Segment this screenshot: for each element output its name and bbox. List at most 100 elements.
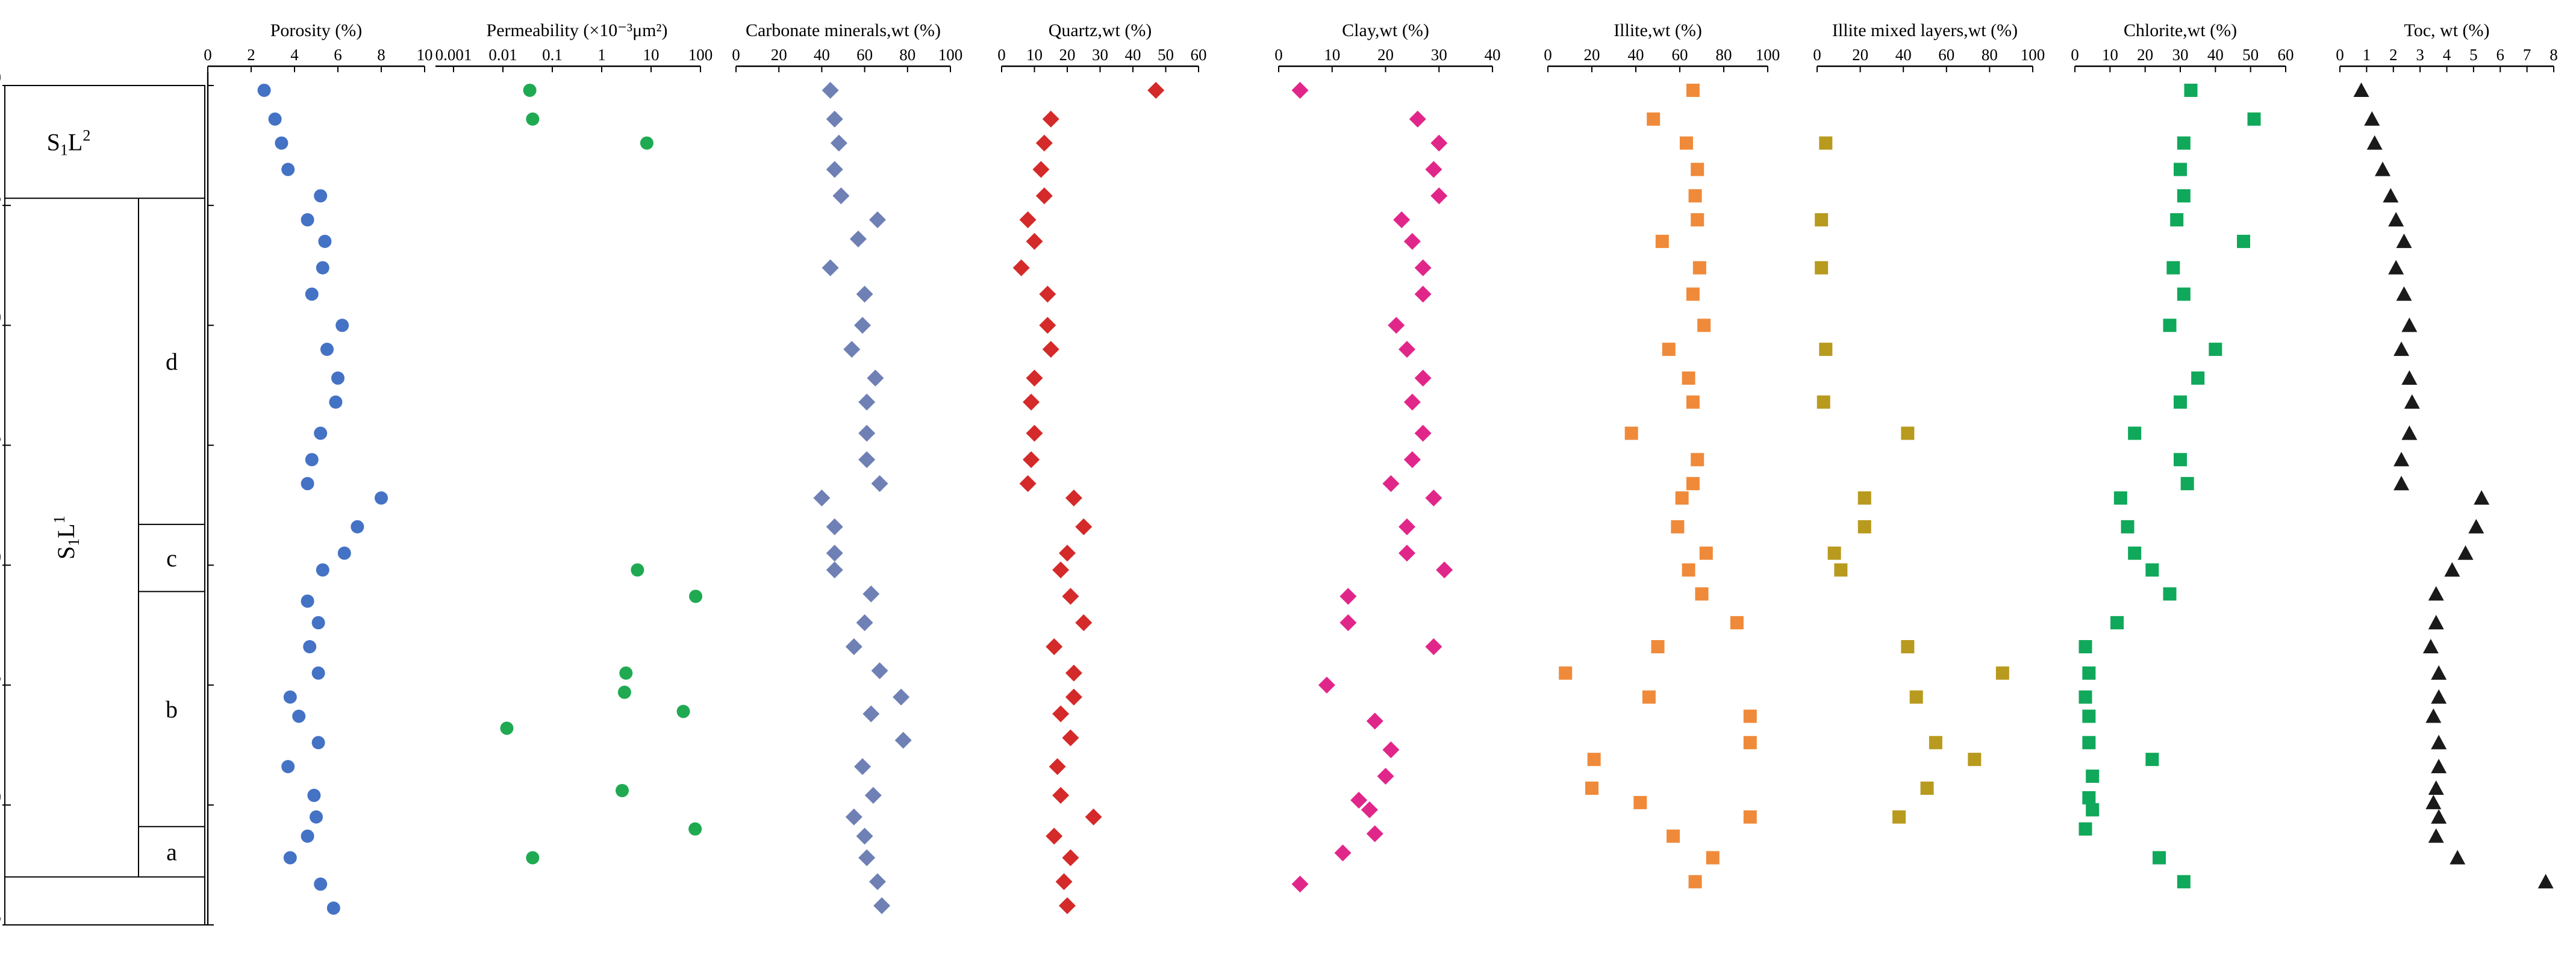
data-point-quartz [1042,110,1059,128]
x-tick-label-chlorite: 40 [2207,46,2224,64]
x-tick-label-chlorite: 50 [2242,46,2259,64]
data-point-toc [2394,476,2410,491]
data-point-toc [2404,394,2420,409]
series-permeability [500,83,703,865]
data-point-quartz [1147,81,1165,99]
data-point-porosity [335,319,349,332]
data-point-carbonate [858,425,876,442]
data-point-illite [1743,709,1757,723]
data-point-quartz [1046,638,1063,655]
data-point-porosity [314,426,328,440]
series-illite_mixed [1815,136,2009,824]
panel-quartz: Quartz,wt (%) 0 10 20 30 40 50 60 [997,20,1207,72]
data-point-permeability [688,822,702,836]
subunit-label-c: c [166,545,177,572]
panel-title-permeability: Permeability (×10⁻³μm²) [487,20,668,40]
data-point-clay [1399,544,1415,562]
data-point-chlorite [2128,426,2142,440]
data-point-clay [1377,768,1394,785]
data-point-toc [2422,638,2439,654]
data-point-illite [1559,666,1573,680]
data-point-toc [2388,212,2404,227]
data-point-illite_mixed [1901,426,1915,440]
data-point-carbonate [826,518,843,535]
data-point-chlorite [2184,83,2198,97]
data-point-chlorite [2086,803,2100,817]
data-point-illite_mixed [1968,753,1982,767]
data-point-carbonate [871,662,888,679]
x-tick-label-toc: 0 [2336,46,2344,64]
data-point-porosity [375,491,388,505]
data-point-carbonate [869,211,886,229]
data-point-toc [2428,615,2444,630]
x-tick-label-chlorite: 0 [2071,46,2079,64]
strat-unit-label-S1L2: S1L2 [47,127,91,159]
panel-title-carbonate: Carbonate minerals,wt (%) [746,20,941,40]
depth-tick-label: 2380 [0,547,1,567]
data-point-clay [1414,259,1432,276]
x-tick-label-toc: 5 [2469,46,2478,64]
data-point-quartz [1059,544,1076,562]
data-point-quartz [1019,475,1037,493]
series-carbonate [813,81,912,915]
x-tick-label-chlorite: 60 [2278,46,2294,64]
data-point-chlorite [2145,753,2159,767]
panel-title-illite_mixed: Illite mixed layers,wt (%) [1832,20,2018,40]
data-point-permeability [617,685,631,699]
data-point-clay [1388,317,1405,334]
data-point-clay [1414,285,1432,303]
x-tick-label-carbonate: 40 [814,46,830,64]
data-point-toc [2444,562,2460,577]
data-point-porosity [351,520,364,533]
data-point-clay [1425,490,1442,507]
data-point-illite [1691,453,1704,467]
x-tick-label-quartz: 50 [1158,46,1174,64]
x-tick-label-quartz: 30 [1092,46,1108,64]
data-point-illite_mixed [1819,343,1833,356]
x-tick-label-permeability: 1 [597,46,606,64]
data-point-toc [2364,111,2380,126]
data-point-illite [1662,343,1676,356]
data-point-illite_mixed [1929,736,1942,750]
x-tick-label-carbonate: 80 [899,46,915,64]
x-tick-label-permeability: 100 [688,46,713,64]
data-point-permeability [616,783,629,797]
data-point-chlorite [2082,709,2096,723]
data-point-permeability [526,112,540,126]
data-point-illite_mixed [1901,639,1915,653]
data-point-permeability [619,666,633,680]
data-point-illite [1688,189,1702,203]
data-point-quartz [1035,134,1053,152]
series-illite [1559,83,1757,889]
data-point-toc [2468,518,2484,533]
data-point-illite [1695,587,1709,601]
subunit-label-a: a [166,839,177,866]
data-point-chlorite [2163,319,2177,332]
data-point-illite [1585,781,1598,795]
data-point-toc [2401,370,2418,385]
data-point-quartz [1052,705,1070,723]
data-point-illite_mixed [1909,690,1923,704]
x-tick-label-permeability: 0.001 [435,46,472,64]
data-point-illite [1686,395,1700,409]
data-point-illite [1675,491,1689,505]
x-tick-label-illite: 80 [1716,46,1732,64]
x-tick-label-illite: 20 [1584,46,1600,64]
x-tick-label-clay: 20 [1377,46,1394,64]
data-point-clay [1399,518,1415,535]
panel-illite_mixed: Illite mixed layers,wt (%) 0 20 40 60 80 100 [1813,20,2045,72]
data-point-carbonate [854,317,872,334]
data-point-carbonate [873,897,891,915]
data-point-carbonate [864,786,882,804]
data-point-porosity [281,163,295,176]
x-tick-label-toc: 7 [2523,46,2531,64]
data-point-chlorite [2174,163,2187,176]
subunit-label-b: b [166,696,178,723]
data-point-porosity [329,395,343,409]
depth-tick-label: 2365 [0,187,1,207]
data-point-clay [1430,187,1448,205]
data-point-quartz [1065,688,1082,706]
data-point-clay [1436,561,1453,579]
data-point-chlorite [2079,639,2092,653]
data-point-clay [1361,801,1378,818]
